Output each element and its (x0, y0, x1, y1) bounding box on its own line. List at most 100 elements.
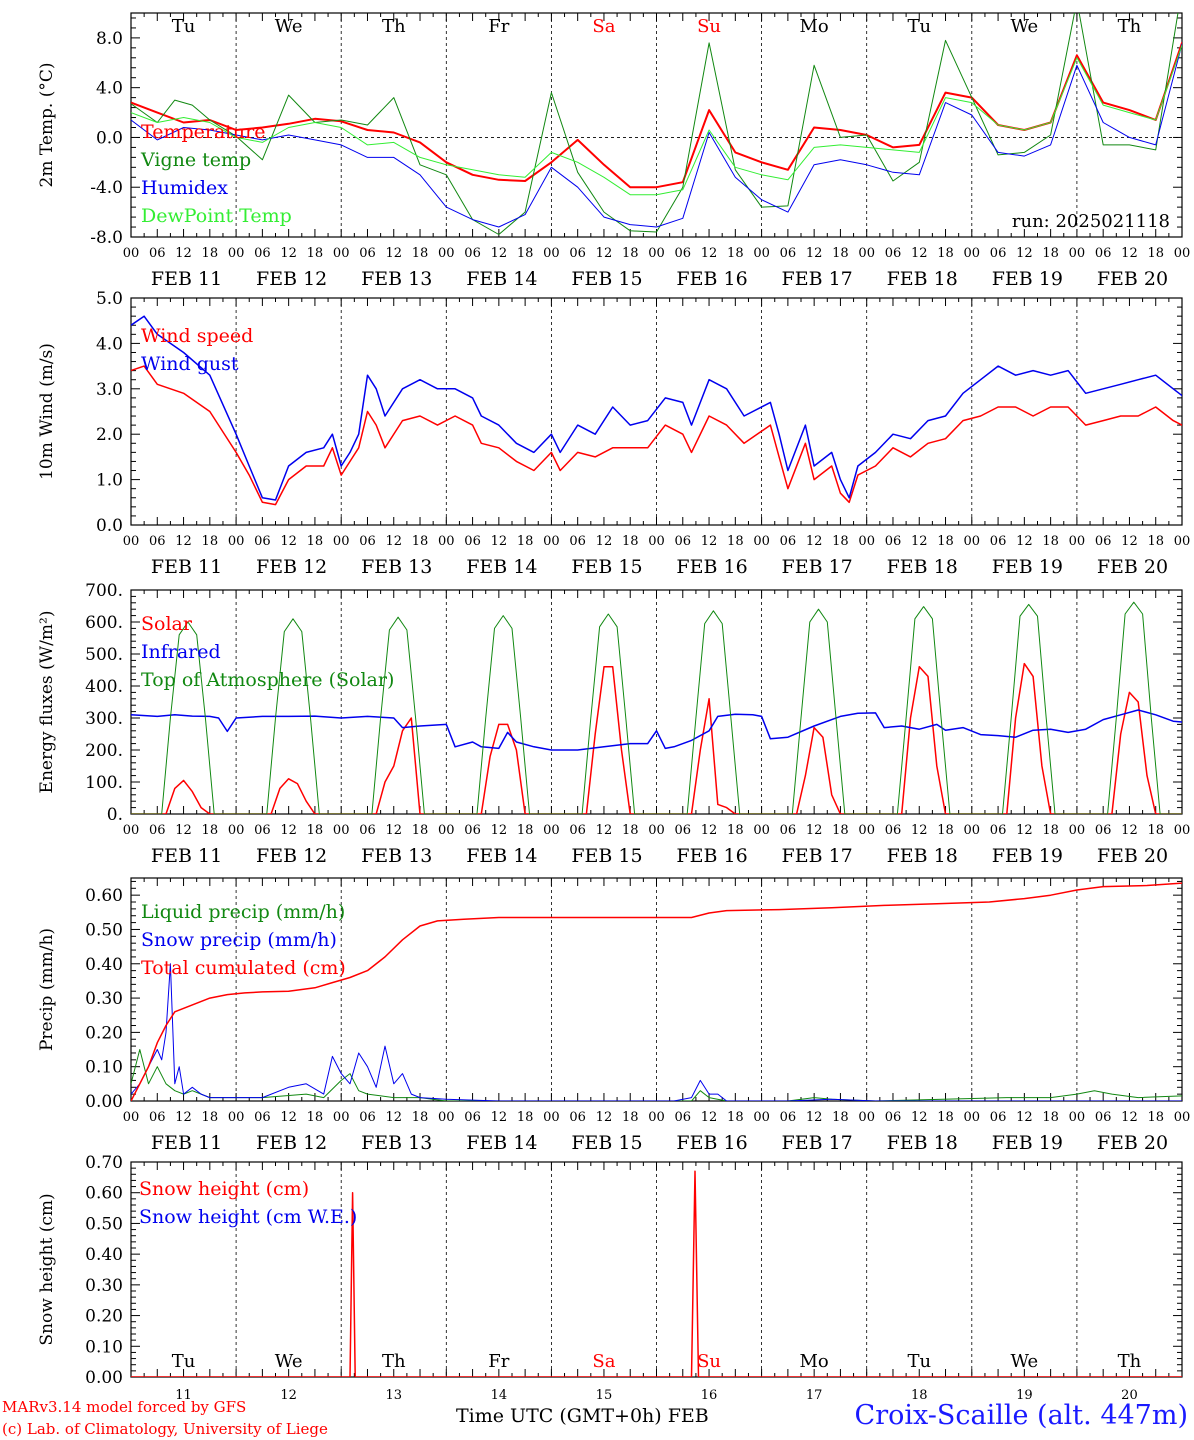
date-label: FEB 18 (887, 1132, 958, 1154)
hour-tick-label: 00 (648, 823, 665, 838)
day-number-label: 20 (1121, 1388, 1138, 1403)
hour-tick-label: 00 (964, 246, 981, 261)
hour-tick-label: 06 (990, 1110, 1007, 1125)
hour-tick-label: 12 (596, 823, 613, 838)
station-name: Croix-Scaille (alt. 447m) (854, 1400, 1188, 1431)
hour-tick-label: 18 (727, 246, 744, 261)
weekday-label: Mo (800, 16, 829, 37)
hour-tick-label: 18 (1042, 534, 1059, 549)
hour-tick-label: 00 (1069, 246, 1086, 261)
hour-tick-label: 12 (1016, 246, 1033, 261)
y-axis-label: Energy fluxes (W/m²) (37, 611, 57, 794)
date-label: FEB 12 (256, 268, 327, 290)
hour-tick-label: 12 (385, 534, 402, 549)
date-label: FEB 14 (466, 556, 537, 578)
hour-tick-label: 12 (1016, 534, 1033, 549)
y-axis-label: 2m Temp. (°C) (37, 62, 57, 187)
hour-tick-label: 00 (228, 1110, 245, 1125)
y-axis-label: Precip (mm/h) (37, 928, 57, 1051)
hour-tick-label: 06 (149, 823, 166, 838)
hour-tick-label: 00 (333, 534, 350, 549)
hour-tick-label: 12 (911, 823, 928, 838)
run-annotation: run: 2025021118 (1012, 211, 1170, 232)
hour-tick-label: 12 (1121, 246, 1138, 261)
hour-tick-label: 12 (596, 1110, 613, 1125)
hour-tick-label: 12 (701, 534, 718, 549)
series-line-infrared (131, 709, 1182, 751)
hour-tick-label: 12 (1121, 1110, 1138, 1125)
hour-tick-label: 00 (753, 823, 770, 838)
date-label: FEB 16 (676, 268, 747, 290)
hour-tick-label: 12 (1121, 823, 1138, 838)
weekday-label: Th (1118, 1351, 1142, 1372)
series-group (131, 13, 1182, 235)
weekday-label: Mo (800, 1351, 829, 1372)
hour-tick-label: 12 (491, 534, 508, 549)
hour-tick-label: 06 (464, 823, 481, 838)
hour-tick-label: 18 (832, 246, 849, 261)
legend-entry: Snow height (cm) (139, 1178, 309, 1200)
y-tick-label: 0.50 (85, 920, 123, 940)
y-tick-label: -4.0 (90, 178, 123, 198)
hour-tick-label: 06 (254, 1110, 271, 1125)
legend-entry: Wind speed (141, 325, 253, 347)
hour-tick-label: 00 (1174, 534, 1191, 549)
y-tick-label: 0.10 (85, 1058, 123, 1078)
series-line-wind-gust (131, 315, 1182, 501)
legend-entry: Humidex (141, 177, 228, 199)
hour-tick-label: 06 (464, 534, 481, 549)
hour-tick-label: 18 (412, 823, 429, 838)
hour-tick-label: 06 (254, 246, 271, 261)
hour-tick-label: 00 (964, 1110, 981, 1125)
series-group (131, 315, 1182, 506)
series-group (131, 1170, 1182, 1377)
date-label: FEB 19 (992, 268, 1063, 290)
weekday-label: Th (1118, 16, 1142, 37)
y-tick-label: 0.40 (85, 1245, 123, 1265)
hour-tick-label: 00 (123, 823, 140, 838)
series-group (131, 601, 1182, 814)
hour-tick-label: 18 (622, 823, 639, 838)
hour-tick-label: 00 (858, 534, 875, 549)
hour-tick-label: 00 (1174, 1110, 1191, 1125)
hour-tick-label: 06 (359, 823, 376, 838)
y-tick-label: 0.50 (85, 1214, 123, 1234)
y-axis-label: 10m Wind (m/s) (37, 343, 57, 480)
series-line-top-of-atmosphere-solar (131, 601, 1182, 814)
hour-tick-label: 06 (1095, 1110, 1112, 1125)
hour-tick-label: 00 (858, 1110, 875, 1125)
hour-tick-label: 18 (727, 823, 744, 838)
hour-tick-label: 00 (333, 1110, 350, 1125)
hour-tick-label: 12 (175, 246, 192, 261)
hour-tick-label: 18 (622, 534, 639, 549)
hour-tick-label: 06 (359, 1110, 376, 1125)
y-tick-label: 600. (85, 613, 123, 633)
hour-tick-label: 06 (254, 534, 271, 549)
y-tick-label: 0.0 (96, 128, 123, 148)
hour-tick-label: 18 (832, 823, 849, 838)
hour-tick-label: 12 (596, 246, 613, 261)
hour-tick-label: 12 (701, 246, 718, 261)
y-axis-label: Snow height (cm) (37, 1193, 57, 1345)
hour-tick-label: 06 (569, 823, 586, 838)
hour-tick-label: 18 (412, 246, 429, 261)
hour-tick-label: 18 (412, 534, 429, 549)
y-tick-label: 0. (107, 805, 123, 825)
weekday-label: Fr (488, 16, 509, 37)
hour-tick-label: 12 (806, 534, 823, 549)
hour-tick-label: 18 (1042, 246, 1059, 261)
panel-2: 0.0 1.0 2.0 3.0 4.0 5.0 10m Wind (m/s) 00 06 12 18… (37, 289, 1191, 578)
hour-tick-label: 12 (175, 1110, 192, 1125)
hour-tick-label: 00 (543, 534, 560, 549)
hour-tick-label: 06 (780, 534, 797, 549)
legend-entry: Snow height (cm W.E.) (139, 1206, 357, 1228)
hour-tick-label: 12 (491, 246, 508, 261)
plot-frame (130, 12, 1183, 238)
hour-tick-label: 06 (149, 534, 166, 549)
hour-tick-label: 06 (675, 823, 692, 838)
hour-tick-label: 00 (543, 823, 560, 838)
hour-tick-label: 12 (175, 823, 192, 838)
date-label: FEB 17 (782, 845, 853, 867)
weekday-label: Tu (172, 16, 196, 37)
hour-tick-label: 18 (1147, 246, 1164, 261)
